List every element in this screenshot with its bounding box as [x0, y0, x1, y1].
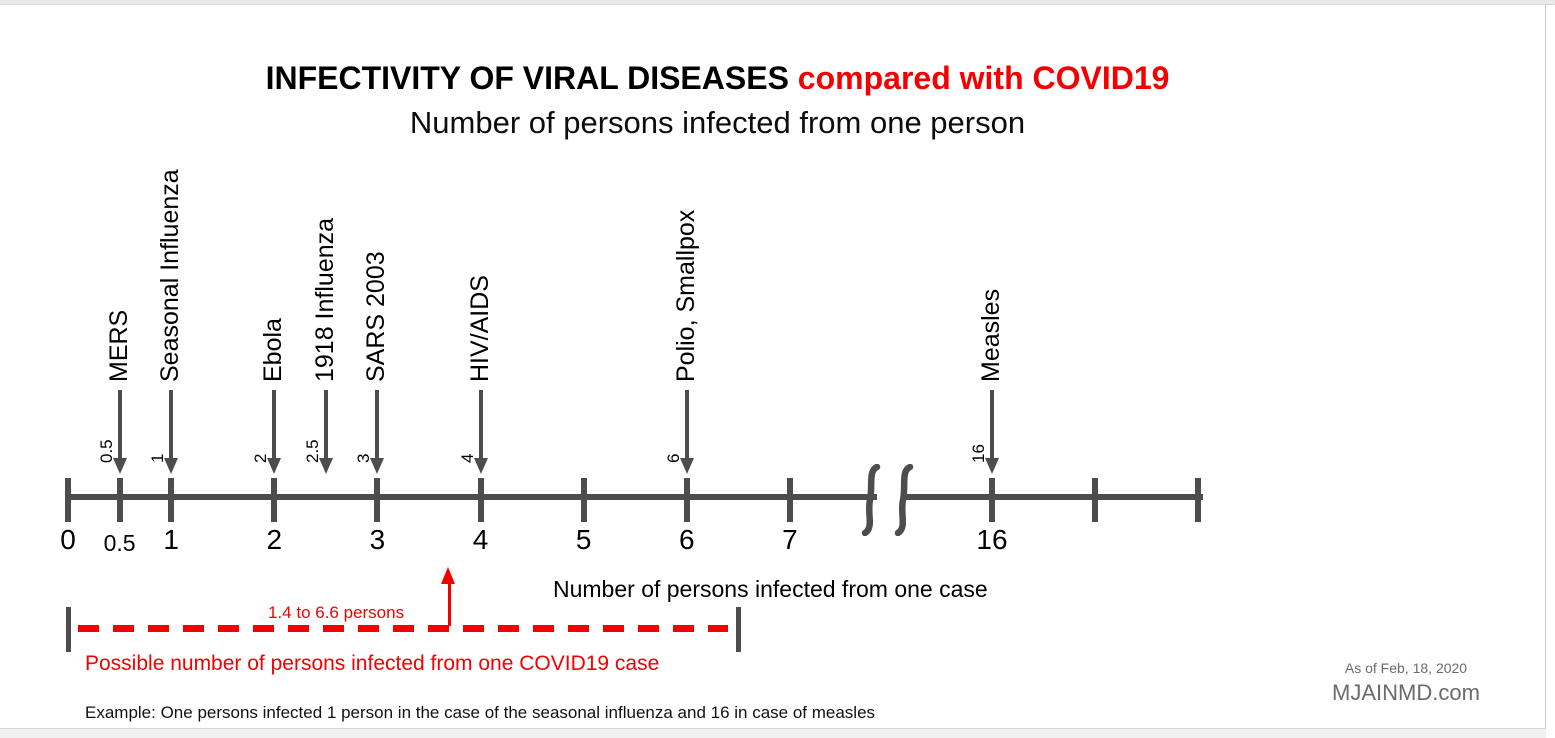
- page-title-black: INFECTIVITY OF VIRAL DISEASES: [265, 60, 789, 96]
- axis-tick-label: 0.5: [103, 530, 136, 556]
- up-arrow-icon: [441, 567, 456, 584]
- annotation-arrow-shaft: [169, 390, 174, 458]
- axis-tick-label: 2: [266, 524, 283, 555]
- axis-tick-label: 0: [60, 524, 76, 555]
- axis-tick: [477, 478, 484, 522]
- page-right-border: [1545, 5, 1546, 729]
- range-start-cap: [65, 607, 71, 652]
- page-subtitle: Number of persons infected from one pers…: [409, 105, 1026, 140]
- down-arrow-icon: [473, 458, 488, 474]
- page-title-red: compared with COVID19: [797, 60, 1170, 96]
- annotation-arrow-shaft: [117, 390, 122, 458]
- number-line-axis: [65, 494, 1203, 500]
- axis-tick: [683, 478, 690, 522]
- axis-tick-label: 7: [782, 524, 798, 555]
- axis-break-icon: [893, 463, 915, 541]
- axis-break-gap: [877, 491, 902, 503]
- covid-range-label: 1.4 to 6.6 persons: [268, 603, 405, 622]
- axis-break-icon: [860, 463, 882, 541]
- covid-range-dashed-line: [78, 625, 729, 632]
- axis-tick: [65, 478, 71, 522]
- axis-tick: [1092, 478, 1098, 522]
- axis-tick: [374, 478, 381, 522]
- axis-tick-label: 3: [369, 524, 386, 555]
- down-arrow-icon: [267, 458, 282, 474]
- annotation-arrow-shaft: [990, 390, 994, 458]
- disease-label-hiv-aids: HIV/AIDS: [465, 275, 494, 382]
- covid-arrow-shaft: [448, 584, 452, 626]
- down-arrow-icon: [318, 458, 333, 474]
- disease-label-ebola: Ebola: [259, 318, 288, 382]
- axis-tick-label: 5: [575, 524, 592, 555]
- axis-caption: Number of persons infected from one case: [553, 576, 988, 602]
- down-arrow-icon: [985, 458, 999, 474]
- annotation-arrow-shaft: [478, 390, 483, 458]
- down-arrow-icon: [112, 458, 127, 474]
- page-top-border: [0, 0, 1555, 5]
- axis-tick-label: 16: [976, 524, 1008, 555]
- annotation-arrow-shaft: [375, 390, 380, 458]
- axis-tick: [989, 478, 995, 522]
- down-arrow-icon: [164, 458, 179, 474]
- axis-tick: [116, 478, 123, 522]
- axis-tick: [580, 478, 587, 522]
- disease-label-sars-2003: SARS 2003: [362, 251, 391, 382]
- as-of-date: As of Feb, 18, 2020: [1344, 660, 1468, 676]
- covid-range-caption: Possible number of persons infected from…: [85, 652, 660, 675]
- disease-label-seasonal-influenza: Seasonal Influenza: [156, 169, 185, 382]
- axis-tick: [271, 478, 278, 522]
- down-arrow-icon: [370, 458, 385, 474]
- annotation-arrow-shaft: [323, 390, 328, 458]
- down-arrow-icon: [679, 458, 694, 474]
- disease-label-mers: MERS: [104, 309, 133, 382]
- annotation-arrow-shaft: [272, 390, 277, 458]
- disease-label-1918-influenza: 1918 Influenza: [310, 217, 339, 382]
- attribution: As of Feb, 18, 2020 MJAINMD.com: [1328, 660, 1484, 706]
- axis-tick-label: 1: [163, 524, 179, 555]
- disease-label-polio-smallpox: Polio, Smallpox: [671, 209, 700, 382]
- disease-label-measles: Measles: [977, 288, 1005, 382]
- range-end-cap: [735, 607, 741, 652]
- axis-tick-label: 6: [679, 524, 695, 555]
- header: INFECTIVITY OF VIRAL DISEASES compared w…: [0, 60, 1435, 141]
- axis-tick-label: 4: [472, 524, 489, 555]
- page-title: INFECTIVITY OF VIRAL DISEASES compared w…: [0, 60, 1435, 97]
- annotation-arrow-shaft: [684, 390, 689, 458]
- example-note: Example: One persons infected 1 person i…: [85, 703, 876, 722]
- axis-tick: [1195, 478, 1201, 522]
- page-bottom-border: [0, 728, 1546, 738]
- axis-tick: [786, 478, 793, 522]
- axis-tick: [168, 478, 175, 522]
- website-name: MJAINMD.com: [1332, 680, 1480, 705]
